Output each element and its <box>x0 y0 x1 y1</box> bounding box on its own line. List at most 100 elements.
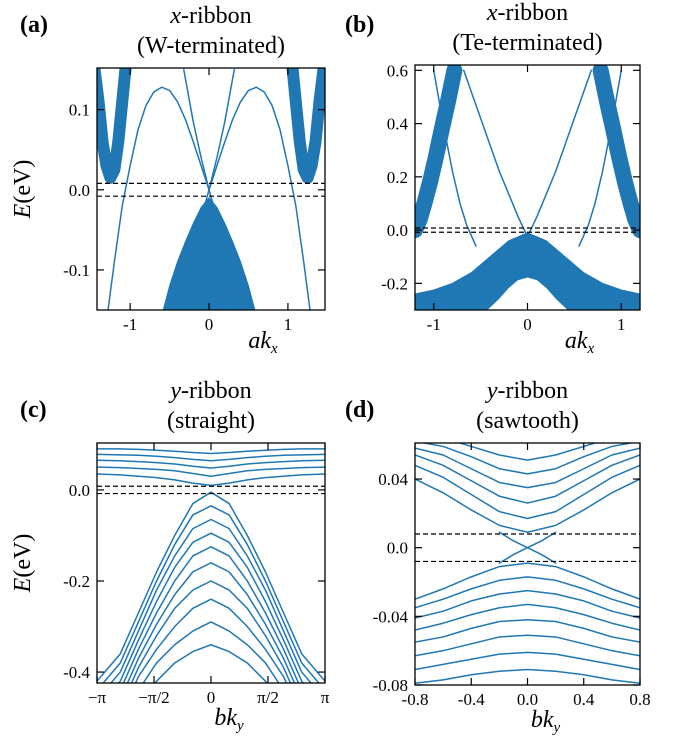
title-symbol: y <box>485 378 498 404</box>
y-axis-label: E(eV) <box>10 160 36 220</box>
title-symbol: x <box>169 3 181 29</box>
y-tick-label: -0.4 <box>63 663 90 682</box>
x-tick-label: 0 <box>523 315 532 334</box>
chart-subtitle: (sawtooth) <box>476 408 579 434</box>
x-tick-label: -0.4 <box>458 690 485 709</box>
x-tick-label: 0.0 <box>517 690 538 709</box>
y-tick-label: 0.0 <box>387 539 408 558</box>
x-label-main: bk <box>214 705 237 731</box>
band-line <box>415 619 640 643</box>
band-line <box>130 580 292 683</box>
title-symbol: x <box>486 0 498 26</box>
x-tick-label: -0.8 <box>402 690 429 709</box>
title-text: -ribbon <box>181 3 252 29</box>
band-line <box>415 576 640 609</box>
band-line <box>134 598 288 683</box>
y-tick-label: -0.1 <box>63 261 90 280</box>
band-area <box>487 277 568 310</box>
x-label-main: ak <box>565 328 588 354</box>
y-tick-label: -0.08 <box>373 676 408 695</box>
x-label-sub: y <box>235 718 244 734</box>
x-axis-label: bky <box>531 707 561 736</box>
band-line <box>415 651 640 671</box>
band-line <box>97 459 325 469</box>
y-tick-label: -0.04 <box>373 607 409 626</box>
band-line <box>415 65 463 239</box>
chart-title: y-ribbon <box>485 378 568 404</box>
y-tick-label: 0.0 <box>69 181 90 200</box>
band-line <box>463 69 557 290</box>
panel-label: (c) <box>20 397 47 423</box>
x-tick-label: 0 <box>205 315 214 334</box>
band-line <box>208 86 311 310</box>
panel-label: (d) <box>345 397 374 423</box>
title-symbol: y <box>168 378 181 404</box>
x-axis-label: akx <box>248 328 278 357</box>
x-tick-label: π/2 <box>257 688 279 707</box>
y-tick-label: 0.04 <box>378 470 408 489</box>
y-label-symbol: E <box>10 577 36 593</box>
x-label-sub: x <box>270 341 278 357</box>
y-axis-label: E(eV) <box>10 534 36 594</box>
y-label-symbol: E <box>10 203 36 219</box>
axes-frame <box>96 67 326 311</box>
band-line <box>592 65 640 239</box>
band-line <box>109 518 313 683</box>
panel-label: (b) <box>345 12 374 38</box>
band-area <box>415 232 640 310</box>
plot-area <box>97 448 325 683</box>
x-tick-label: 1 <box>284 315 293 334</box>
y-tick-label: 0.2 <box>387 168 408 187</box>
band-line <box>457 443 598 461</box>
chart-subtitle: (W-terminated) <box>137 33 285 59</box>
x-tick-label: 0.4 <box>573 690 595 709</box>
band-line <box>97 473 325 487</box>
x-tick-label: −π/2 <box>138 688 169 707</box>
chart-title: x-ribbon <box>169 3 251 29</box>
x-tick-label: -1 <box>123 315 137 334</box>
y-label-unit: (eV) <box>10 534 36 578</box>
y-label-unit: (eV) <box>10 160 36 204</box>
x-label-sub: x <box>586 341 594 357</box>
chart-subtitle: (straight) <box>167 408 255 434</box>
band-line <box>415 603 640 631</box>
x-tick-label: π <box>321 688 330 707</box>
title-text: -ribbon <box>498 0 569 26</box>
band-line <box>97 68 132 184</box>
x-axis-label: akx <box>565 328 595 357</box>
x-tick-label: -1 <box>427 315 441 334</box>
band-line <box>420 443 635 475</box>
band-line <box>107 86 210 310</box>
band-line <box>498 531 557 564</box>
x-label-main: ak <box>248 328 271 354</box>
chart-title: y-ribbon <box>168 378 251 404</box>
band-line <box>415 562 640 600</box>
y-tick-label: 0.1 <box>69 101 90 120</box>
plot-area <box>415 443 640 685</box>
band-line <box>200 68 236 219</box>
band-line <box>415 634 640 657</box>
title-text: -ribbon <box>181 378 252 404</box>
band-line <box>97 466 325 477</box>
x-tick-label: −π <box>88 688 107 707</box>
band-line <box>126 562 296 683</box>
band-line <box>498 69 592 290</box>
title-text: -ribbon <box>498 378 569 404</box>
band-line <box>415 478 640 533</box>
y-tick-label: 0.0 <box>387 221 408 240</box>
y-tick-label: -0.2 <box>381 274 408 293</box>
chart-subtitle: (Te-terminated) <box>452 30 602 56</box>
plot-area <box>97 68 325 310</box>
plot-area <box>415 65 640 310</box>
band-line <box>97 448 325 455</box>
band-line <box>415 447 640 489</box>
band-line <box>117 532 305 683</box>
band-line <box>415 464 640 520</box>
band-line <box>97 453 325 462</box>
chart-title: x-ribbon <box>486 0 568 26</box>
x-tick-label: 0 <box>207 688 216 707</box>
y-tick-label: 0.4 <box>387 115 409 134</box>
band-line <box>433 69 477 247</box>
band-line <box>142 621 280 683</box>
